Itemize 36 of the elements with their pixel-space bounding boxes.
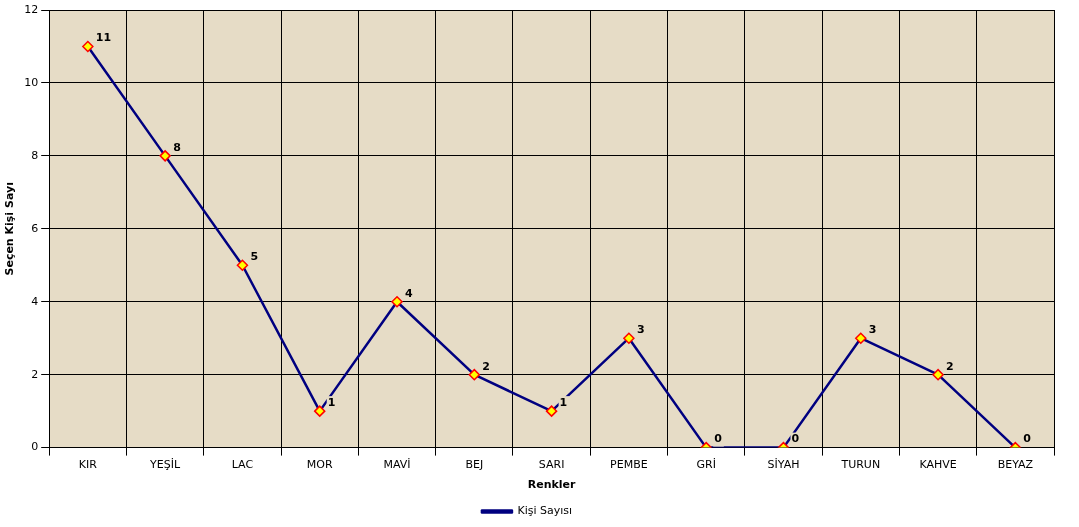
x-tick-label: PEMBE (610, 458, 648, 472)
data-label: 4 (405, 286, 414, 300)
data-label: 2 (946, 359, 954, 373)
x-tick-label: LAC (231, 458, 254, 472)
legend-label: Kişi Sayısı (517, 504, 573, 518)
y-tick-label: 0 (31, 440, 39, 454)
data-label: 1 (327, 395, 336, 409)
data-label: 0 (1023, 432, 1032, 446)
x-tick-label: GRİ (696, 458, 716, 472)
x-tick-label: BEYAZ (997, 458, 1034, 472)
data-label: 0 (714, 432, 723, 446)
data-label: 11 (95, 31, 112, 45)
y-tick-label: 6 (31, 221, 39, 235)
y-tick-label: 10 (24, 75, 39, 89)
data-label: 5 (250, 250, 259, 264)
y-tick-label: 2 (31, 367, 39, 381)
data-label: 3 (636, 323, 645, 337)
data-label: 1 (559, 395, 568, 409)
data-label: 8 (173, 140, 181, 154)
x-tick-label: SARI (538, 458, 565, 472)
data-label: 2 (482, 359, 490, 373)
y-tick-label: 4 (31, 294, 39, 308)
x-tick-label: KAHVE (919, 458, 957, 472)
data-label: 3 (868, 323, 877, 337)
x-tick-label: BEJ (465, 458, 484, 472)
x-axis-title: Renkler (527, 478, 577, 492)
x-tick-label: TURUN (840, 458, 881, 472)
x-tick-label: KIR (78, 458, 98, 472)
y-axis-title: Seçen Kişi Sayı (3, 182, 17, 276)
x-tick-label: SİYAH (767, 458, 800, 472)
x-tick-label: MAVİ (383, 458, 411, 472)
y-tick-label: 12 (24, 2, 39, 16)
y-tick-label: 8 (31, 148, 39, 162)
data-label: 0 (791, 432, 800, 446)
x-tick-label: YEŞİL (149, 458, 182, 472)
x-tick-label: MOR (306, 458, 333, 472)
